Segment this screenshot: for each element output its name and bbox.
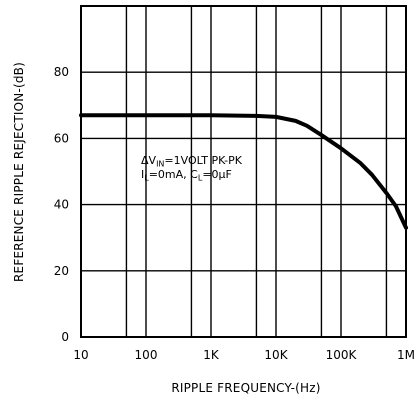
annotation-current: =0mA, C — [149, 168, 198, 181]
grid-lines — [81, 6, 406, 337]
x-tick-label: 100 — [135, 348, 158, 362]
annotation-cap: =0μF — [202, 168, 232, 181]
x-tick-label: 1M — [397, 348, 415, 362]
x-tick-label: 10K — [264, 348, 288, 362]
annotation-delta-v: ΔV — [141, 154, 157, 167]
annotation-line-2: IL=0mA, CL=0μF — [141, 168, 232, 183]
x-tick-label: 100K — [326, 348, 358, 362]
x-tick-label: 1K — [203, 348, 220, 362]
y-axis-label: REFERENCE RIPPLE REJECTION-(dB) — [12, 62, 26, 282]
y-tick-label: 0 — [61, 330, 69, 344]
plot-frame — [80, 5, 407, 338]
annotation-sub-in: IN — [156, 160, 164, 169]
series-line — [79, 113, 408, 230]
y-tick-label: 20 — [54, 264, 69, 278]
series-layer — [79, 113, 408, 230]
y-tick-label: 80 — [54, 65, 69, 79]
x-tick-label: 10 — [73, 348, 88, 362]
annotation-sub-l2: L — [198, 174, 203, 183]
x-axis-label: RIPPLE FREQUENCY-(Hz) — [171, 381, 320, 395]
y-tick-label: 40 — [54, 198, 69, 212]
annotation-sub-l1: L — [144, 174, 149, 183]
y-tick-label: 60 — [54, 131, 69, 145]
x-tick-labels: 10 100 1K 10K 100K 1M — [73, 348, 415, 362]
annotation-volt: =1VOLT PK-PK — [164, 154, 242, 167]
annotation-line-1: ΔVIN=1VOLT PK-PK — [141, 154, 243, 169]
y-tick-labels: 0 20 40 60 80 — [54, 65, 69, 344]
annotation-i: I — [141, 168, 144, 181]
